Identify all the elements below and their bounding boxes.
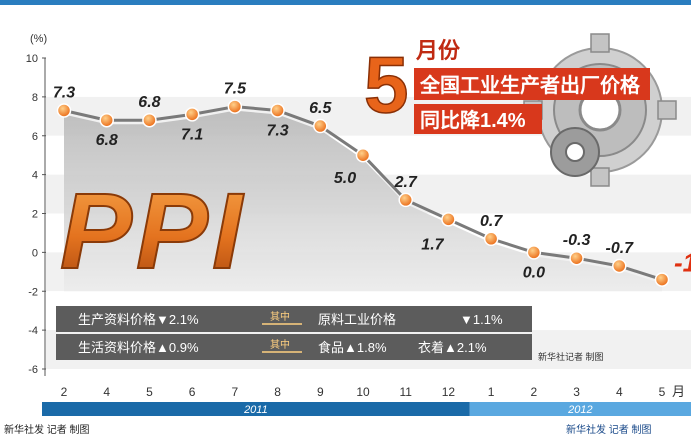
y-tick-label: -4: [28, 325, 38, 337]
x-tick-label: 5: [146, 385, 153, 399]
data-label: 6.5: [309, 100, 332, 117]
info-row-1-right: 原料工业价格: [318, 312, 396, 327]
info-row-1-arrow: 其中: [270, 310, 290, 323]
y-tick-label: 10: [26, 53, 38, 65]
year-label-2012: 2012: [567, 404, 592, 416]
info-row-2-right: 食品▲1.8%: [318, 340, 387, 355]
x-tick-label: 4: [616, 385, 623, 399]
x-tick-label: 2: [531, 385, 538, 399]
y-tick-label: 6: [32, 131, 38, 143]
info-row-1-left: 生产资料价格▼2.1%: [78, 312, 199, 327]
data-label: 0.7: [480, 213, 503, 230]
data-point: [56, 103, 72, 118]
x-tick-label: 5: [659, 385, 666, 399]
data-label: 2.7: [394, 174, 418, 191]
y-axis-label: (%): [30, 33, 47, 45]
data-point: [612, 258, 627, 274]
data-point: [483, 231, 499, 247]
data-label: 7.1: [181, 126, 203, 143]
footer-left: 新华社发 记者 制图: [4, 423, 90, 436]
y-tick-labels: 10 8 6 4 2 0 -2 -4 -6: [26, 53, 46, 376]
x-tick-label: 11: [399, 385, 412, 399]
info-row-1-right-value: ▼1.1%: [460, 312, 503, 327]
data-point: [569, 250, 584, 266]
headline-line1-box: [414, 68, 650, 100]
headline-line2-box: [414, 104, 542, 134]
data-label: 7.3: [266, 122, 288, 139]
data-label: 5.0: [334, 170, 356, 187]
x-tick-label: 4: [103, 385, 110, 399]
y-tick-label: -6: [28, 364, 38, 376]
x-tick-label: 12: [442, 385, 456, 399]
y-tick-label: 8: [32, 92, 38, 104]
headline-month-number: 5: [364, 40, 409, 129]
line-area-fill: [64, 110, 662, 292]
x-tick-label: 3: [573, 385, 580, 399]
info-row-2-arrow: 其中: [270, 338, 290, 351]
data-point: [270, 103, 285, 118]
data-point: [313, 118, 328, 134]
small-gear-icon: [550, 127, 600, 177]
data-point: [227, 99, 243, 114]
x-axis-unit-label: 月: [672, 384, 685, 399]
data-point: [398, 192, 413, 208]
data-point: [654, 272, 670, 287]
ppi-watermark: PPI: [60, 170, 246, 291]
y-tick-label: 2: [32, 209, 38, 221]
source-note: 新华社记者 制图: [538, 351, 604, 362]
data-point: [142, 112, 157, 128]
data-label: -1.4: [674, 248, 691, 278]
y-tick-label: -2: [28, 286, 38, 298]
data-point: [441, 212, 456, 227]
data-point: [526, 245, 542, 260]
headline: 5 月份 全国工业生产者出厂价格 同比降1.4%: [363, 38, 650, 134]
data-point: [184, 107, 200, 122]
x-tick-label: 7: [232, 385, 239, 399]
data-label: 7.5: [224, 81, 247, 98]
year-band-2012: [469, 402, 691, 416]
x-tick-labels: 2 4 5 6 7 8 9 10 11 12 1 2 3 4 5: [61, 385, 666, 399]
x-tick-label: 6: [189, 385, 196, 399]
ppi-markers: [56, 99, 670, 287]
headline-line2: 同比降1.4%: [420, 108, 526, 132]
data-point: [355, 147, 371, 163]
y-tick-label: 0: [32, 247, 38, 259]
y-tick-label: 4: [32, 170, 38, 182]
footer-right: 新华社发 记者 制图: [566, 423, 652, 436]
data-point: [99, 112, 114, 128]
data-label: 1.7: [421, 236, 444, 253]
headline-line1: 全国工业生产者出厂价格: [419, 73, 641, 97]
x-tick-label: 2: [61, 385, 68, 399]
year-band-2011: [42, 402, 470, 416]
info-row-2-right-value: 衣着▲2.1%: [418, 340, 487, 355]
data-label: 0.0: [523, 264, 545, 281]
data-label: 7.3: [53, 84, 75, 101]
data-label: -0.3: [563, 232, 591, 249]
info-panel: 生产资料价格▼2.1% 其中 原料工业价格 ▼1.1% 生活资料价格▲0.9% …: [56, 306, 604, 362]
data-label: 6.8: [96, 132, 118, 149]
x-tick-label: 10: [356, 385, 370, 399]
ppi-data-labels: 7.3 6.8 6.8 7.1 7.5 7.3 6.5 5.0 2.7 1.7 0.7 0.0 -0.3…: [53, 81, 691, 282]
x-tick-label: 9: [317, 385, 324, 399]
x-tick-label: 1: [488, 385, 495, 399]
data-label: 6.8: [138, 94, 160, 111]
info-row-2-left: 生活资料价格▲0.9%: [78, 340, 199, 355]
info-row-1-bg: [56, 306, 532, 332]
info-row-2-bg: [56, 334, 532, 360]
x-tick-label: 8: [274, 385, 281, 399]
headline-month-suffix: 月份: [415, 38, 461, 63]
data-label: -0.7: [605, 240, 634, 257]
year-label-2011: 2011: [243, 404, 268, 416]
